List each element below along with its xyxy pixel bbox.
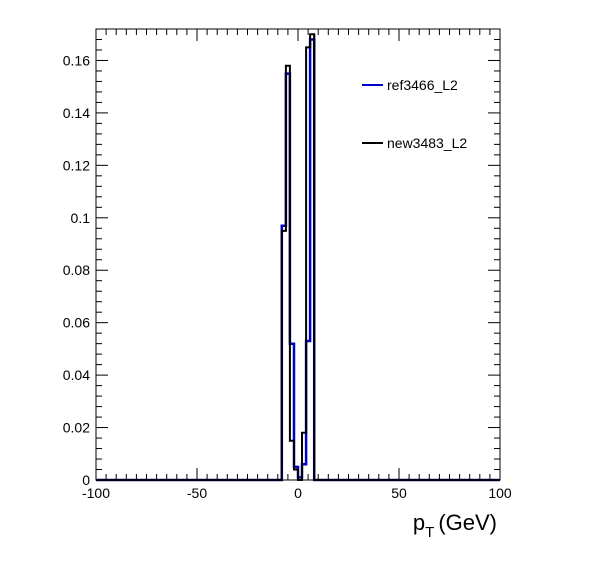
y-tick-label: 0.02 xyxy=(63,420,90,436)
legend-label-ref: ref3466_L2 xyxy=(387,77,458,93)
x-axis-title-main: p xyxy=(413,510,425,535)
x-tick-label: -50 xyxy=(187,485,207,501)
series-line-new3483_L2 xyxy=(96,33,500,481)
y-tick-label: 0.06 xyxy=(63,315,90,331)
y-tick-label: 0.1 xyxy=(71,210,91,226)
y-tick-label: 0.12 xyxy=(63,157,90,173)
legend-label-new: new3483_L2 xyxy=(387,135,467,151)
y-tick-label: 0.16 xyxy=(63,52,90,68)
y-tick-label: 0 xyxy=(82,472,90,488)
y-tick-label: 0.04 xyxy=(63,367,90,383)
legend: ref3466_L2 new3483_L2 xyxy=(355,66,475,186)
x-axis-title-subscript: T xyxy=(425,524,434,541)
series-lines xyxy=(96,33,500,482)
x-tick-label: -100 xyxy=(82,485,110,501)
x-axis-title-units: (GeV) xyxy=(438,510,497,535)
y-tick-label: 0.08 xyxy=(63,262,90,278)
x-tick-label: 50 xyxy=(391,485,407,501)
x-tick-label: 0 xyxy=(294,485,302,501)
x-tick-label: 100 xyxy=(488,485,512,501)
x-axis-title: pT (GeV) xyxy=(413,510,497,541)
y-axis-ticks: 0 0.02 0.04 0.06 0.08 0.1 0.12 0.14 0.16 xyxy=(63,28,500,488)
y-tick-label: 0.14 xyxy=(63,105,90,121)
